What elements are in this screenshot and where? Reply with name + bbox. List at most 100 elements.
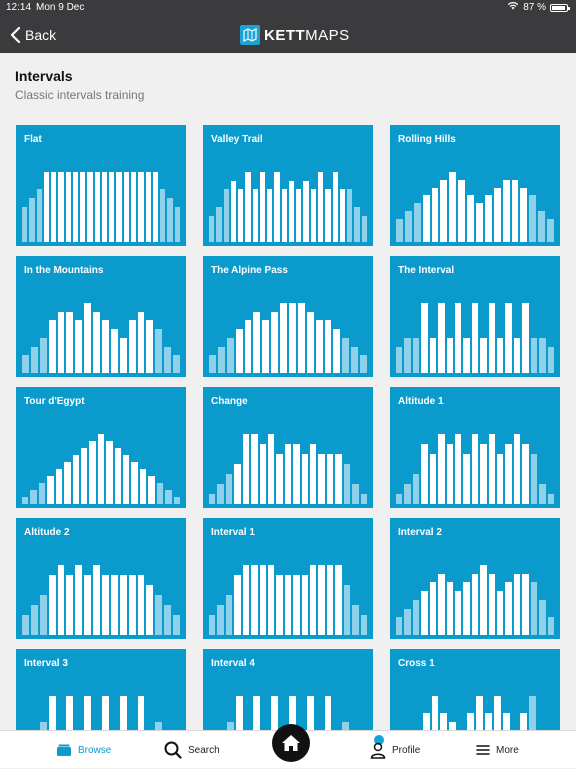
profile-bar [480, 565, 487, 635]
profile-bar [412, 600, 420, 635]
profile-bar [301, 454, 309, 504]
profile-bar [284, 444, 292, 504]
workout-card[interactable]: The Interval [390, 256, 560, 377]
workout-card[interactable]: Interval 2 [390, 518, 560, 639]
profile-bar [339, 189, 346, 242]
profile-bar [476, 696, 483, 730]
profile-bar [209, 615, 216, 635]
profile-bar [242, 434, 250, 504]
profile-bar [497, 338, 504, 373]
profile-bar [539, 600, 546, 635]
profile-bar [123, 172, 129, 242]
tab-search-label: Search [188, 744, 220, 756]
profile-bar [529, 195, 537, 242]
profile-bar [547, 347, 555, 373]
profile-bar [137, 575, 145, 635]
tab-more[interactable]: More [476, 731, 519, 769]
profile-bar [138, 172, 144, 242]
workout-profile-chart [22, 273, 181, 373]
profile-bar [66, 575, 74, 635]
profile-bar [513, 434, 521, 504]
notification-dot [374, 735, 384, 745]
workout-card[interactable]: Altitude 1 [390, 387, 560, 508]
profile-bar [235, 696, 243, 730]
profile-bar [251, 434, 258, 504]
profile-bar [119, 575, 127, 635]
profile-bar [306, 696, 314, 730]
profile-bar [80, 448, 88, 504]
profile-bar [471, 303, 479, 373]
workout-card[interactable]: Rolling Hills [390, 125, 560, 246]
profile-bar [66, 312, 74, 373]
profile-bar [493, 696, 501, 730]
workout-profile-chart [209, 273, 368, 373]
tab-search[interactable]: Search [164, 731, 220, 769]
profile-bar [274, 172, 280, 242]
workout-card[interactable]: In the Mountains [16, 256, 186, 377]
profile-bar [318, 454, 325, 504]
profile-bar [310, 444, 317, 504]
workout-card[interactable]: Interval 4 [203, 649, 373, 730]
tab-browse[interactable]: Browse [56, 731, 111, 769]
profile-bar [223, 189, 229, 242]
workout-profile-chart [209, 142, 367, 242]
profile-bar [245, 172, 251, 242]
profile-bar [497, 454, 504, 504]
profile-bar [209, 216, 215, 242]
workout-card[interactable]: Change [203, 387, 373, 508]
profile-bar [352, 484, 359, 504]
profile-bar [440, 713, 448, 730]
profile-bar [155, 595, 163, 635]
profile-bar [412, 474, 420, 504]
profile-bar [64, 462, 71, 504]
profile-bar [39, 338, 47, 373]
profile-bar [137, 312, 145, 373]
profile-bar [488, 303, 496, 373]
profile-bar [48, 575, 56, 635]
profile-bar [429, 582, 437, 635]
workout-card[interactable]: Cross 1 [390, 649, 560, 730]
profile-bar [84, 303, 92, 373]
tab-profile[interactable]: Profile [370, 731, 420, 769]
profile-bar [242, 565, 250, 635]
profile-bar [446, 338, 453, 373]
profile-bar [335, 565, 342, 635]
profile-bar [396, 219, 403, 242]
profile-bar [165, 490, 172, 504]
profile-bar [102, 696, 109, 730]
profile-bar [463, 582, 470, 635]
profile-bar [480, 444, 487, 504]
profile-bar [522, 444, 529, 504]
profile-bar [530, 582, 538, 635]
profile-bar [467, 195, 475, 242]
profile-bar [488, 574, 496, 635]
profile-bar [271, 312, 279, 373]
wifi-icon [507, 0, 519, 16]
profile-bar [342, 722, 350, 730]
workout-card[interactable]: Interval 1 [203, 518, 373, 639]
status-right: 87 % [507, 0, 570, 16]
profile-bar [84, 575, 92, 635]
battery-percent: 87 % [523, 2, 546, 13]
profile-bar [303, 181, 309, 242]
workout-card[interactable]: Altitude 2 [16, 518, 186, 639]
profile-bar [505, 303, 512, 373]
profile-bar [530, 338, 538, 373]
profile-bar [146, 320, 154, 373]
profile-bar [36, 189, 42, 242]
profile-bar [93, 312, 101, 373]
workout-card[interactable]: The Alpine Pass [203, 256, 373, 377]
page-title: Intervals [15, 68, 73, 84]
workout-card[interactable]: Valley Trail [203, 125, 373, 246]
home-button[interactable] [272, 724, 310, 762]
profile-bar [493, 188, 501, 242]
profile-bar [22, 355, 29, 373]
workout-card[interactable]: Tour d'Egypt [16, 387, 186, 508]
profile-bar [152, 172, 159, 242]
profile-bar [454, 434, 462, 504]
workout-card[interactable]: Flat [16, 125, 186, 246]
back-button[interactable]: Back [10, 16, 56, 53]
workout-profile-chart [209, 535, 368, 635]
workout-title: Tour d'Egypt [24, 396, 85, 407]
workout-card[interactable]: Interval 3 [16, 649, 186, 730]
